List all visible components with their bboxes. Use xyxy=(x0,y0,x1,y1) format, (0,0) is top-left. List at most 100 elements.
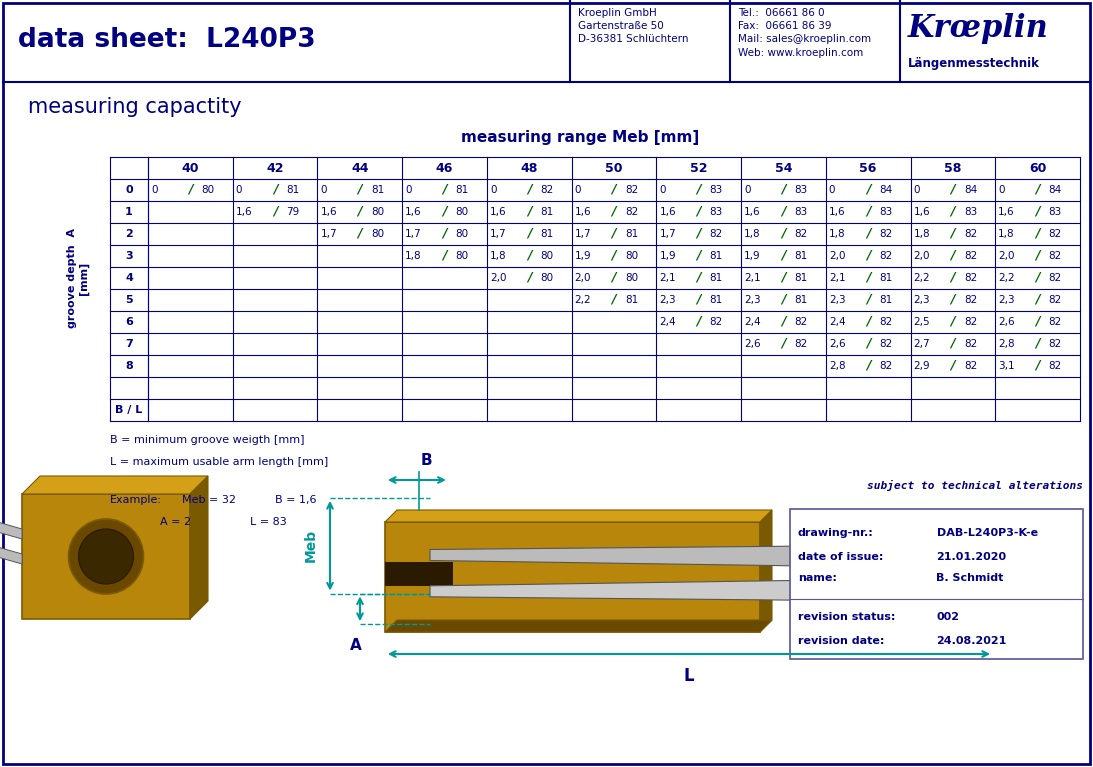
Text: 0: 0 xyxy=(914,185,920,195)
Text: 54: 54 xyxy=(775,162,792,175)
Text: 82: 82 xyxy=(795,229,808,239)
Text: 50: 50 xyxy=(606,162,623,175)
Text: /: / xyxy=(781,314,786,328)
Text: Kroeplin GmbH
Gartenstraße 50
D-36381 Schlüchtern: Kroeplin GmbH Gartenstraße 50 D-36381 Sc… xyxy=(578,8,689,44)
Text: /: / xyxy=(781,292,786,305)
Text: 81: 81 xyxy=(709,273,722,283)
Text: 80: 80 xyxy=(456,251,469,261)
Text: 82: 82 xyxy=(964,295,977,305)
Text: B: B xyxy=(421,453,433,468)
Text: 48: 48 xyxy=(520,162,538,175)
Text: Meb = 32: Meb = 32 xyxy=(183,495,236,505)
Text: /: / xyxy=(696,314,701,328)
Polygon shape xyxy=(0,534,22,564)
Text: 81: 81 xyxy=(795,251,808,261)
Text: 82: 82 xyxy=(540,185,553,195)
Text: 2,3: 2,3 xyxy=(828,295,846,305)
Text: 82: 82 xyxy=(964,273,977,283)
Text: 82: 82 xyxy=(1048,339,1062,349)
Text: 80: 80 xyxy=(201,185,214,195)
Text: /: / xyxy=(866,337,870,350)
Text: 2,8: 2,8 xyxy=(828,361,846,371)
Text: 82: 82 xyxy=(879,317,893,327)
Text: /: / xyxy=(612,226,616,239)
Text: Längenmesstechnik: Längenmesstechnik xyxy=(908,58,1039,71)
Text: 83: 83 xyxy=(1048,207,1062,217)
Text: /: / xyxy=(696,183,701,196)
Text: 1,8: 1,8 xyxy=(998,229,1015,239)
Text: 82: 82 xyxy=(1048,295,1062,305)
Polygon shape xyxy=(22,476,208,494)
Text: revision date:: revision date: xyxy=(798,636,884,646)
Text: L = maximum usable arm length [mm]: L = maximum usable arm length [mm] xyxy=(110,457,328,467)
Text: /: / xyxy=(1035,271,1039,284)
Text: 83: 83 xyxy=(964,207,977,217)
Text: 2,9: 2,9 xyxy=(914,361,930,371)
Text: 79: 79 xyxy=(286,207,299,217)
Text: 0: 0 xyxy=(744,185,751,195)
Text: revision status:: revision status: xyxy=(798,612,895,622)
Text: 1,7: 1,7 xyxy=(659,229,675,239)
Text: 2,2: 2,2 xyxy=(914,273,930,283)
Text: 21.01.2020: 21.01.2020 xyxy=(937,552,1007,562)
Text: 81: 81 xyxy=(286,185,299,195)
Text: 82: 82 xyxy=(1048,273,1062,283)
Text: 3,1: 3,1 xyxy=(998,361,1015,371)
Text: 84: 84 xyxy=(964,185,977,195)
Text: 0: 0 xyxy=(575,185,581,195)
Text: /: / xyxy=(1035,314,1039,328)
Text: /: / xyxy=(781,249,786,262)
Text: 84: 84 xyxy=(1048,185,1062,195)
Text: 2,4: 2,4 xyxy=(659,317,675,327)
Text: 1,9: 1,9 xyxy=(659,251,675,261)
Text: 1,6: 1,6 xyxy=(998,207,1015,217)
Text: 81: 81 xyxy=(709,251,722,261)
Text: 2,7: 2,7 xyxy=(914,339,930,349)
Polygon shape xyxy=(0,509,22,539)
Text: 2,6: 2,6 xyxy=(998,317,1015,327)
Text: 84: 84 xyxy=(879,185,893,195)
Text: 2,4: 2,4 xyxy=(828,317,846,327)
Text: 82: 82 xyxy=(795,339,808,349)
FancyBboxPatch shape xyxy=(3,3,1090,764)
Text: 82: 82 xyxy=(625,207,638,217)
Text: /: / xyxy=(866,205,870,218)
Text: /: / xyxy=(781,205,786,218)
Text: 2: 2 xyxy=(125,229,133,239)
Text: /: / xyxy=(696,226,701,239)
Text: 82: 82 xyxy=(1048,251,1062,261)
Circle shape xyxy=(79,529,133,584)
Text: 80: 80 xyxy=(371,229,384,239)
Text: 8: 8 xyxy=(125,361,133,371)
Polygon shape xyxy=(385,620,772,632)
Text: 81: 81 xyxy=(625,229,638,239)
Text: 1,6: 1,6 xyxy=(236,207,252,217)
Text: 1,8: 1,8 xyxy=(406,251,422,261)
Text: /: / xyxy=(866,358,870,371)
Text: Tel.:  06661 86 0
Fax:  06661 86 39
Mail: sales@kroeplin.com
Web: www.kroeplin.c: Tel.: 06661 86 0 Fax: 06661 86 39 Mail: … xyxy=(738,8,871,58)
Text: 1,7: 1,7 xyxy=(320,229,337,239)
Text: 0: 0 xyxy=(236,185,243,195)
Text: /: / xyxy=(951,337,955,350)
Text: 80: 80 xyxy=(540,251,553,261)
Text: 0: 0 xyxy=(406,185,412,195)
Text: 3: 3 xyxy=(126,251,133,261)
Text: 2,3: 2,3 xyxy=(744,295,761,305)
Text: measuring range Meb [mm]: measuring range Meb [mm] xyxy=(461,130,700,145)
Text: 82: 82 xyxy=(1048,361,1062,371)
Text: 2,1: 2,1 xyxy=(828,273,846,283)
Text: 6: 6 xyxy=(125,317,133,327)
Text: /: / xyxy=(866,183,870,196)
Text: 81: 81 xyxy=(709,295,722,305)
Text: 82: 82 xyxy=(964,251,977,261)
Text: 2,6: 2,6 xyxy=(828,339,846,349)
Text: /: / xyxy=(357,226,362,239)
Text: 0: 0 xyxy=(659,185,666,195)
Text: /: / xyxy=(1035,226,1039,239)
Text: 81: 81 xyxy=(625,295,638,305)
Text: /: / xyxy=(443,249,447,262)
Text: 52: 52 xyxy=(690,162,707,175)
Text: 81: 81 xyxy=(456,185,469,195)
Text: 1,8: 1,8 xyxy=(914,229,930,239)
Text: 0: 0 xyxy=(490,185,496,195)
